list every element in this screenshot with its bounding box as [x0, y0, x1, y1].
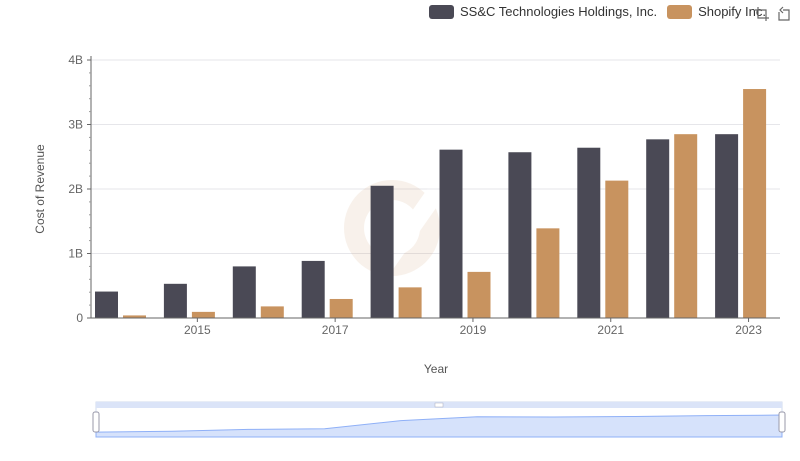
bar-ssc-2014[interactable] — [95, 291, 118, 318]
x-tick-label: 2021 — [597, 323, 624, 337]
axes — [90, 56, 780, 319]
bar-ssc-2017[interactable] — [301, 260, 325, 318]
y-tick-label: 4B — [68, 53, 83, 67]
zoom-preview-area — [95, 414, 783, 438]
y-tick-label: 0 — [76, 311, 83, 325]
x-tick-label: 2019 — [460, 323, 487, 337]
x-axis-ticks: 2015 2017 2019 2021 2023 — [184, 318, 762, 337]
bar-ssc-2018[interactable] — [370, 185, 394, 318]
bar-shopify-2019[interactable] — [467, 271, 491, 318]
legend-label-ssc: SS&C Technologies Holdings, Inc. — [460, 4, 658, 19]
zoom-grip-icon[interactable] — [434, 402, 444, 408]
bar-shopify-2015[interactable] — [191, 311, 215, 318]
y-tick-label: 1B — [68, 247, 83, 261]
bar-ssc-2020[interactable] — [508, 152, 532, 318]
y-axis-title: Cost of Revenue — [33, 144, 47, 234]
x-axis-title: Year — [423, 362, 449, 376]
legend-item-ssc[interactable]: SS&C Technologies Holdings, Inc. — [429, 4, 657, 19]
bar-shopify-2023[interactable] — [743, 89, 767, 319]
bars-group — [95, 89, 767, 319]
bar-shopify-2014[interactable] — [123, 315, 146, 318]
toolbox — [754, 6, 792, 22]
bar-ssc-2023[interactable] — [715, 134, 739, 318]
bar-ssc-2016[interactable] — [232, 266, 256, 318]
restore-icon[interactable] — [776, 6, 792, 22]
zoom-handle-left[interactable] — [92, 411, 100, 433]
bar-ssc-2019[interactable] — [439, 149, 463, 318]
bar-ssc-2021[interactable] — [577, 147, 601, 318]
legend-swatch-ssc — [429, 4, 455, 19]
bar-shopify-2022[interactable] — [674, 134, 698, 318]
bar-shopify-2021[interactable] — [605, 180, 629, 318]
y-axis-ticks: 0 1B 2B 3B 4B — [68, 53, 91, 325]
data-zoom-slider[interactable] — [92, 401, 786, 438]
bar-shopify-2018[interactable] — [398, 287, 422, 318]
x-tick-label: 2023 — [735, 323, 762, 337]
bar-shopify-2020[interactable] — [536, 228, 560, 318]
bar-ssc-2015[interactable] — [163, 283, 187, 318]
bar-shopify-2016[interactable] — [260, 306, 284, 318]
x-tick-label: 2015 — [184, 323, 211, 337]
bar-shopify-2017[interactable] — [329, 298, 353, 318]
zoom-handle-right[interactable] — [778, 411, 786, 433]
y-tick-label: 2B — [68, 182, 83, 196]
zoom-icon[interactable] — [754, 6, 770, 22]
bar-ssc-2022[interactable] — [646, 139, 670, 318]
y-tick-label: 3B — [68, 118, 83, 132]
legend: SS&C Technologies Holdings, Inc. Shopify… — [429, 4, 766, 19]
legend-swatch-shopify — [667, 4, 693, 19]
x-tick-label: 2017 — [322, 323, 349, 337]
legend-item-shopify[interactable]: Shopify Inc. — [667, 4, 766, 19]
legend-label-shopify: Shopify Inc. — [698, 4, 766, 19]
watermark-logo — [344, 180, 449, 276]
